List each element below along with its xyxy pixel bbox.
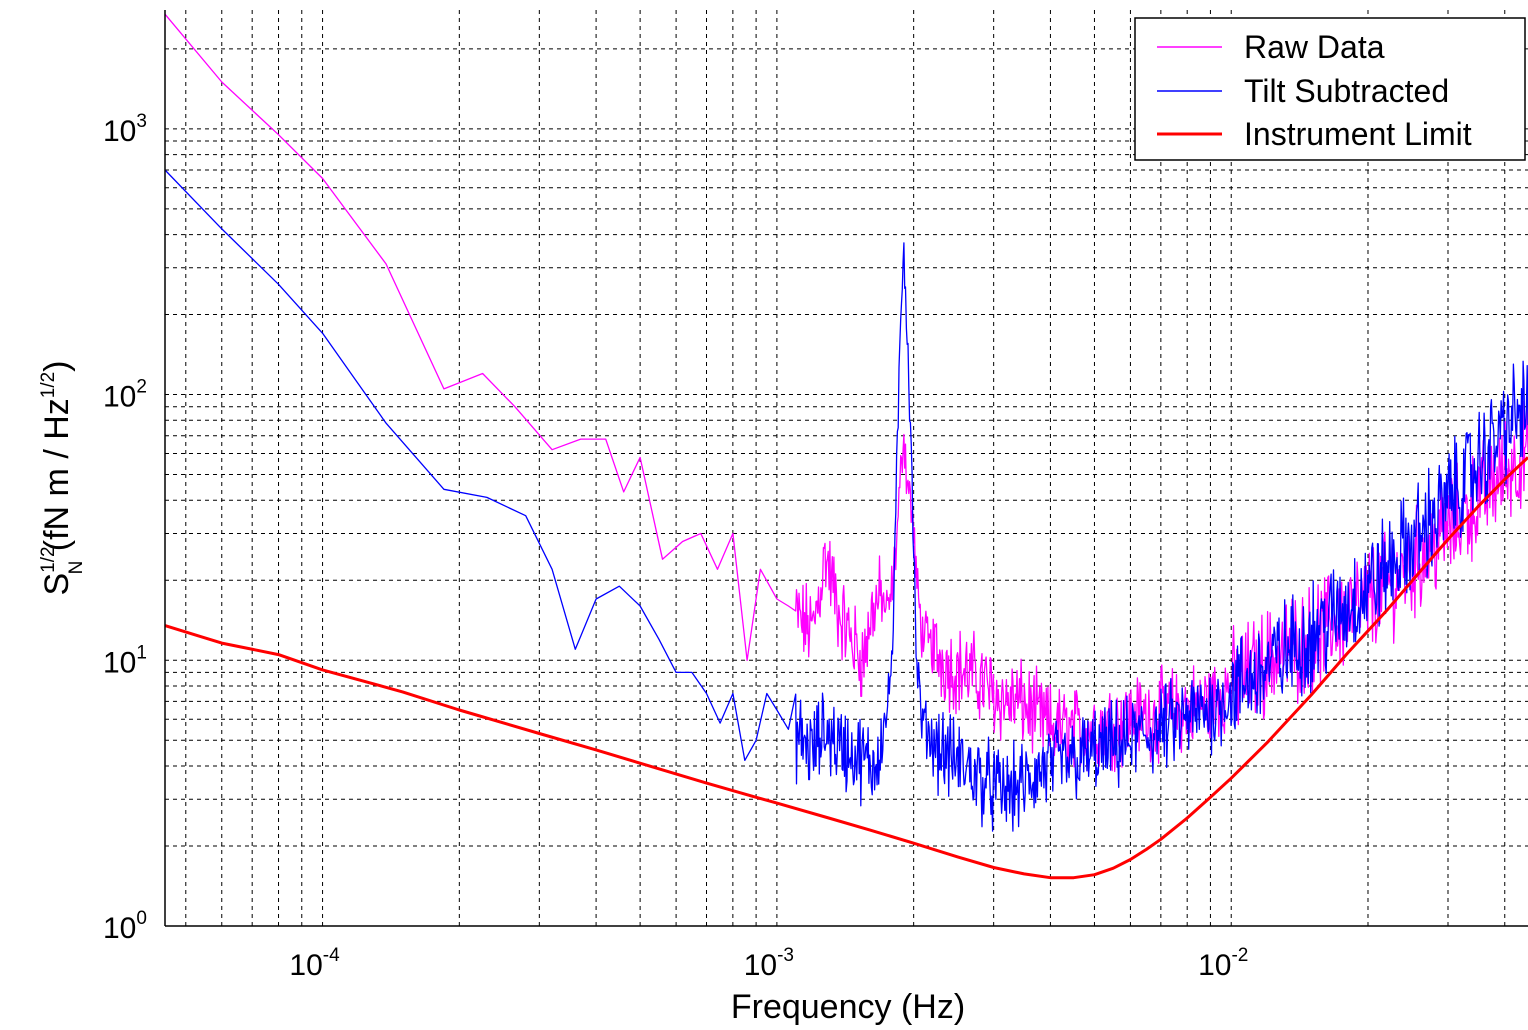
legend-box: [1134, 17, 1526, 161]
y-tick-label: 100: [103, 908, 147, 945]
series-line-instrument-limit: [164, 456, 1528, 880]
y-tick-label: 102: [103, 377, 147, 414]
y-axis-title-units: (fN m / Hz: [38, 398, 76, 551]
y-axis-title-main: S: [38, 573, 76, 596]
axes: [164, 10, 1528, 927]
y-axis-title-units-sup: 1/2: [38, 372, 59, 398]
tick-labels: 10-4 10-3 10-2 100 101 102 103: [103, 111, 1248, 982]
x-tick-label: 10-3: [744, 945, 794, 982]
series-line-raw-data: [164, 13, 1528, 773]
x-tick-label: 10-4: [289, 945, 340, 982]
y-axis-title-units-close: ): [38, 360, 76, 371]
y-tick-label: 103: [103, 111, 147, 148]
svg-text:S1/2N (fN m / Hz1/2): S1/2 N (fN m / Hz1/2): [38, 360, 87, 595]
y-tick-label: 101: [103, 642, 147, 679]
x-tick-label: 10-2: [1198, 945, 1248, 982]
series-line-tilt-subtracted: [164, 169, 1528, 832]
y-axis-title: S1/2 N (fN m / Hz1/2): [38, 360, 87, 595]
y-axis-title-sup: 1/2: [38, 546, 59, 572]
data-series: [164, 13, 1528, 880]
y-axis-title-sub: N: [66, 561, 87, 575]
x-axis-title: Frequency (Hz): [731, 988, 965, 1026]
legend-label-raw-data: Raw Data: [1244, 29, 1385, 65]
legend: Raw Data Tilt Subtracted Instrument Limi…: [1134, 17, 1526, 161]
legend-label-tilt-subtracted: Tilt Subtracted: [1244, 73, 1449, 109]
legend-label-instrument-limit: Instrument Limit: [1244, 116, 1472, 152]
